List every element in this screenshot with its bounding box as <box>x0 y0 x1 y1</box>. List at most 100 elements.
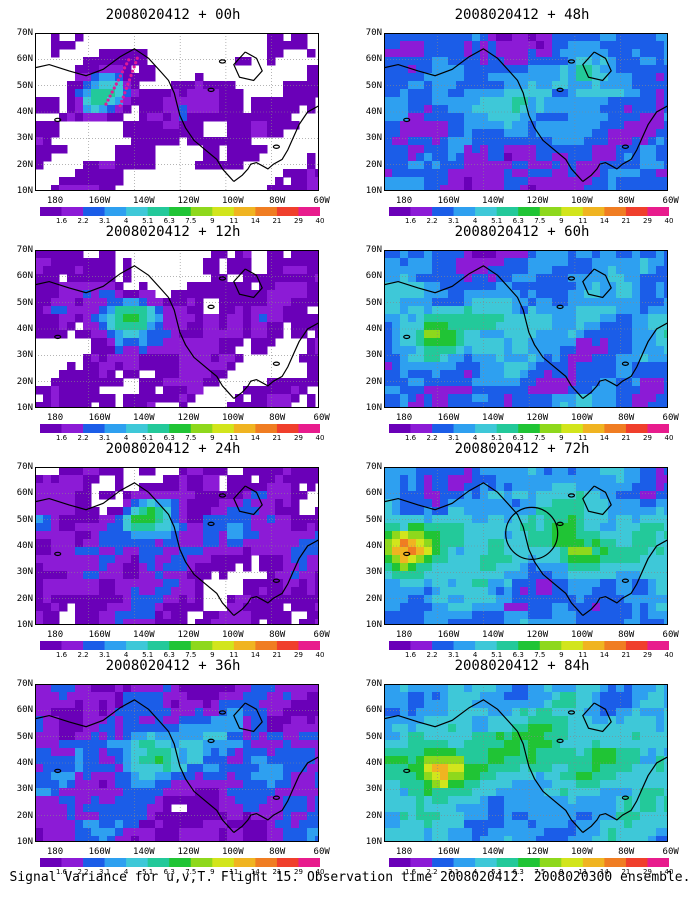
lat-label: 40N <box>16 541 33 551</box>
colorbar-label: 4 <box>472 868 478 876</box>
colorbar-label: 11 <box>578 217 588 225</box>
lon-label: 140W <box>133 630 155 640</box>
forecast-panel: 2008020412 + 36h 70N 60N 50N 40N 30N 20N 10N 180… <box>3 656 343 876</box>
colorbar-swatch <box>625 207 648 216</box>
lat-label: 70N <box>16 462 33 472</box>
colorbar-label: 21 <box>272 434 282 442</box>
colorbar-swatch <box>40 858 62 867</box>
colorbar-swatch <box>169 207 192 216</box>
colorbar-label: 29 <box>642 434 652 442</box>
colorbar-swatch <box>298 207 320 216</box>
colorbar-label: 7.5 <box>534 217 546 225</box>
colorbar-swatch <box>604 858 627 867</box>
lat-label: 60N <box>16 54 33 65</box>
colorbar-swatch <box>298 424 320 433</box>
colorbar-swatch <box>104 424 127 433</box>
colorbar-swatch <box>625 858 648 867</box>
colorbar-swatch <box>61 424 84 433</box>
lat-label: 30N <box>16 350 33 361</box>
gridlines <box>384 250 668 408</box>
lon-label: 180 <box>46 630 64 640</box>
colorbar-swatch <box>625 424 648 433</box>
colorbar-swatch <box>582 424 605 433</box>
colorbar-swatch <box>190 207 213 216</box>
colorbar-label: 40 <box>315 434 325 442</box>
colorbar-swatch <box>276 424 299 433</box>
colorbar-label: 3.1 <box>99 434 111 442</box>
lat-label: 50N <box>16 297 33 308</box>
colorbar-label: 7.5 <box>185 651 197 659</box>
colorbar-swatch <box>298 641 320 650</box>
colorbar-swatch <box>147 641 170 650</box>
colorbar-label: 2.2 <box>77 434 89 442</box>
colorbar-swatch <box>453 858 476 867</box>
colorbar-swatch <box>126 207 148 216</box>
lon-label: 60W <box>662 630 679 640</box>
colorbar <box>40 207 320 216</box>
colorbar-label: 5.1 <box>142 434 154 442</box>
colorbar-label: 14 <box>250 434 260 442</box>
lat-label: 40N <box>365 107 382 117</box>
colorbar-label: 9 <box>559 434 564 442</box>
colorbar-swatch <box>647 424 669 433</box>
colorbar <box>40 641 320 650</box>
lon-label: 160W <box>437 413 460 423</box>
colorbar-label: 4 <box>472 434 478 442</box>
colorbar-label: 9 <box>210 217 215 225</box>
colorbar-swatch <box>126 858 148 867</box>
coastline <box>384 48 668 182</box>
colorbar-swatch <box>190 858 213 867</box>
colorbar-swatch <box>539 858 562 867</box>
lon-label: 180 <box>46 847 64 857</box>
lon-label: 60W <box>313 847 330 857</box>
lat-label: 10N <box>16 620 33 630</box>
lon-label: 140W <box>482 847 504 857</box>
colorbar-label: 5.1 <box>491 651 503 659</box>
figure-caption: Signal Variance for u,v,T. Flight 15. Ob… <box>9 870 691 885</box>
lat-label: 30N <box>16 567 33 578</box>
colorbar-label: 4 <box>472 217 478 225</box>
lon-label: 160W <box>88 630 111 640</box>
lon-label: 140W <box>133 847 155 857</box>
colorbar-label: 29 <box>293 651 303 659</box>
lat-label: 40N <box>16 758 33 768</box>
lon-label: 140W <box>482 196 504 206</box>
colorbar-swatch <box>561 207 584 216</box>
colorbar-swatch <box>212 424 235 433</box>
colorbar-swatch <box>647 207 669 216</box>
colorbar-label: 6.3 <box>512 868 524 876</box>
lat-label: 50N <box>365 80 382 91</box>
colorbar-label: 21 <box>621 868 631 876</box>
colorbar-swatch <box>518 207 541 216</box>
colorbar-label: 5.1 <box>491 868 503 876</box>
forecast-panel: 2008020412 + 00h 70N 60N 50N 40N 30N 20N 10N 180… <box>3 5 343 225</box>
colorbar-label: 21 <box>621 651 631 659</box>
lon-label: 160W <box>88 847 111 857</box>
colorbar-label: 11 <box>229 651 239 659</box>
lon-label: 60W <box>313 413 330 423</box>
colorbar-label: 3.1 <box>448 868 460 876</box>
colorbar-label: 6.3 <box>512 217 524 225</box>
colorbar-label: 7.5 <box>534 434 546 442</box>
colorbar-label: 2.2 <box>77 868 89 876</box>
colorbar-swatch <box>539 207 562 216</box>
lon-label: 180 <box>395 847 413 857</box>
colorbar-swatch <box>104 858 127 867</box>
colorbar-label: 40 <box>315 868 325 876</box>
colorbar-swatch <box>126 424 148 433</box>
colorbar-label: 21 <box>272 868 282 876</box>
colorbar-label: 3.1 <box>99 217 111 225</box>
lat-label: 30N <box>365 350 382 361</box>
coastline <box>35 482 319 616</box>
colorbar-label: 9 <box>210 434 215 442</box>
colorbar-swatch <box>453 207 476 216</box>
lon-label: 100W <box>570 630 593 640</box>
colorbar-swatch <box>126 641 148 650</box>
lon-label: 100W <box>221 413 244 423</box>
forecast-panel: 2008020412 + 60h 70N 60N 50N 40N 30N 20N 10N 180… <box>352 222 692 442</box>
colorbar-label: 1.6 <box>55 651 68 659</box>
colorbar-label: 2.2 <box>426 434 438 442</box>
colorbar-swatch <box>496 641 519 650</box>
colorbar-label: 3.1 <box>99 868 111 876</box>
colorbar-label: 9 <box>559 651 564 659</box>
